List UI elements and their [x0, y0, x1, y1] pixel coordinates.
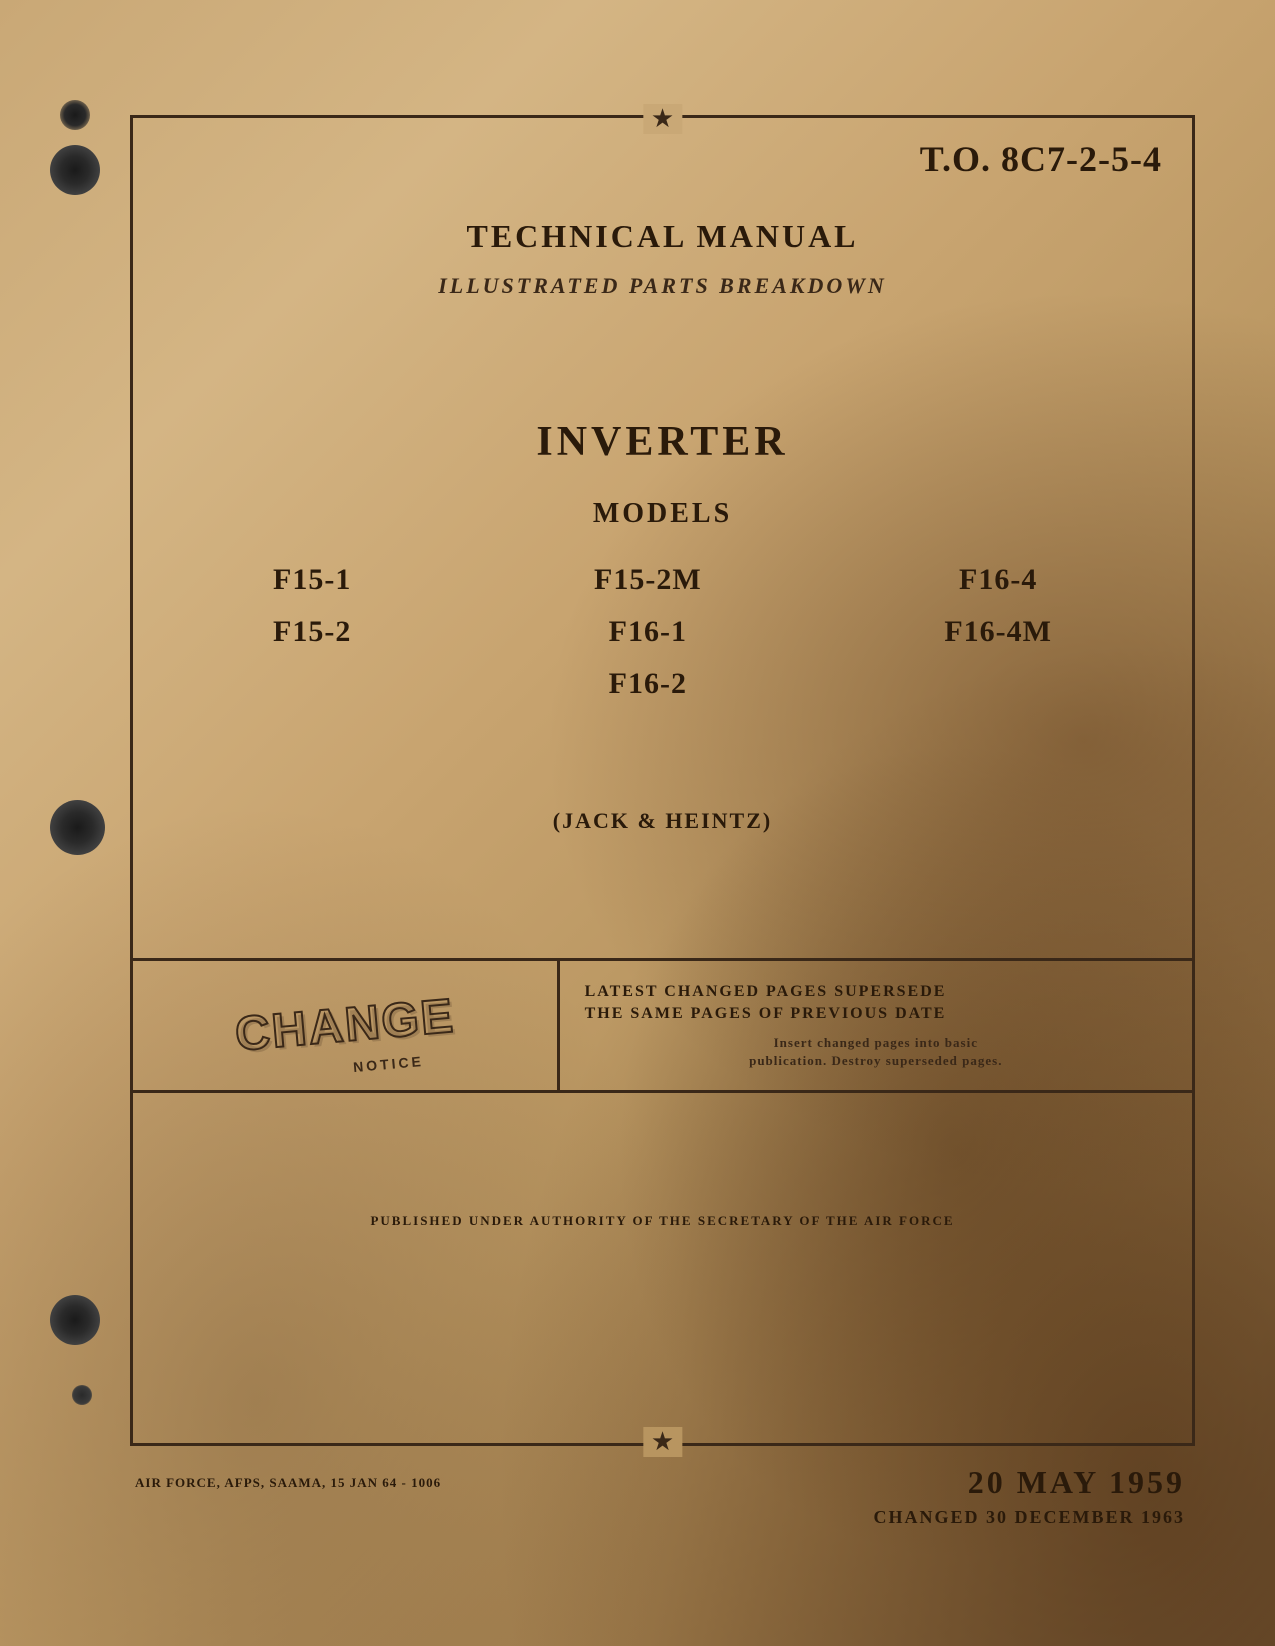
change-heading-line: LATEST CHANGED PAGES SUPERSEDE: [585, 983, 947, 1000]
change-heading-line: THE SAME PAGES OF PREVIOUS DATE: [585, 1005, 947, 1022]
document-subtitle: ILLUSTRATED PARTS BREAKDOWN: [438, 273, 887, 299]
technical-order-number: T.O. 8C7-2-5-4: [920, 138, 1162, 180]
model-number: F16-2: [609, 667, 687, 701]
product-name: INVERTER: [536, 418, 788, 466]
models-grid: F15-1 F15-2 F15-2M F16-1 F16-2 F16-4 F16…: [273, 563, 1052, 701]
model-column: F15-1 F15-2: [273, 563, 351, 701]
publication-authority: PUBLISHED UNDER AUTHORITY OF THE SECRETA…: [370, 1213, 954, 1229]
manufacturer-name: (JACK & HEINTZ): [553, 808, 772, 834]
model-number: F16-1: [609, 615, 687, 649]
model-number: F15-2M: [594, 563, 702, 597]
document-frame: ★ ★ T.O. 8C7-2-5-4 TECHNICAL MANUAL ILLU…: [130, 115, 1195, 1446]
change-label: CHANGE: [233, 989, 457, 1063]
models-heading: MODELS: [593, 498, 732, 530]
publication-date: 20 MAY 1959: [968, 1464, 1185, 1501]
change-instruction-line: publication. Destroy superseded pages.: [749, 1053, 1002, 1068]
model-column: F16-4 F16-4M: [944, 563, 1052, 701]
binder-hole: [50, 145, 100, 195]
model-number: F15-1: [273, 563, 351, 597]
star-decoration-top: ★: [643, 104, 682, 134]
change-heading: LATEST CHANGED PAGES SUPERSEDE THE SAME …: [585, 981, 1167, 1026]
binder-hole: [50, 1295, 100, 1345]
change-notice-left: CHANGE NOTICE: [133, 961, 557, 1090]
notice-label: NOTICE: [353, 1053, 425, 1075]
model-number: F15-2: [273, 615, 351, 649]
model-number: F16-4M: [944, 615, 1052, 649]
print-info: AIR FORCE, AFPS, SAAMA, 15 JAN 64 - 1006: [135, 1475, 441, 1491]
document-title: TECHNICAL MANUAL: [466, 218, 858, 255]
change-date: CHANGED 30 DECEMBER 1963: [873, 1507, 1185, 1528]
model-number: F16-4: [959, 563, 1037, 597]
binder-hole: [50, 800, 105, 855]
change-instruction-line: Insert changed pages into basic: [774, 1035, 978, 1050]
change-notice-right: LATEST CHANGED PAGES SUPERSEDE THE SAME …: [557, 961, 1192, 1090]
model-column: F15-2M F16-1 F16-2: [594, 563, 702, 701]
binder-hole-tiny: [72, 1385, 92, 1405]
binder-hole-small: [60, 100, 90, 130]
change-instructions: Insert changed pages into basic publicat…: [585, 1034, 1167, 1070]
star-decoration-bottom: ★: [643, 1427, 682, 1457]
change-notice-box: CHANGE NOTICE LATEST CHANGED PAGES SUPER…: [133, 958, 1192, 1093]
